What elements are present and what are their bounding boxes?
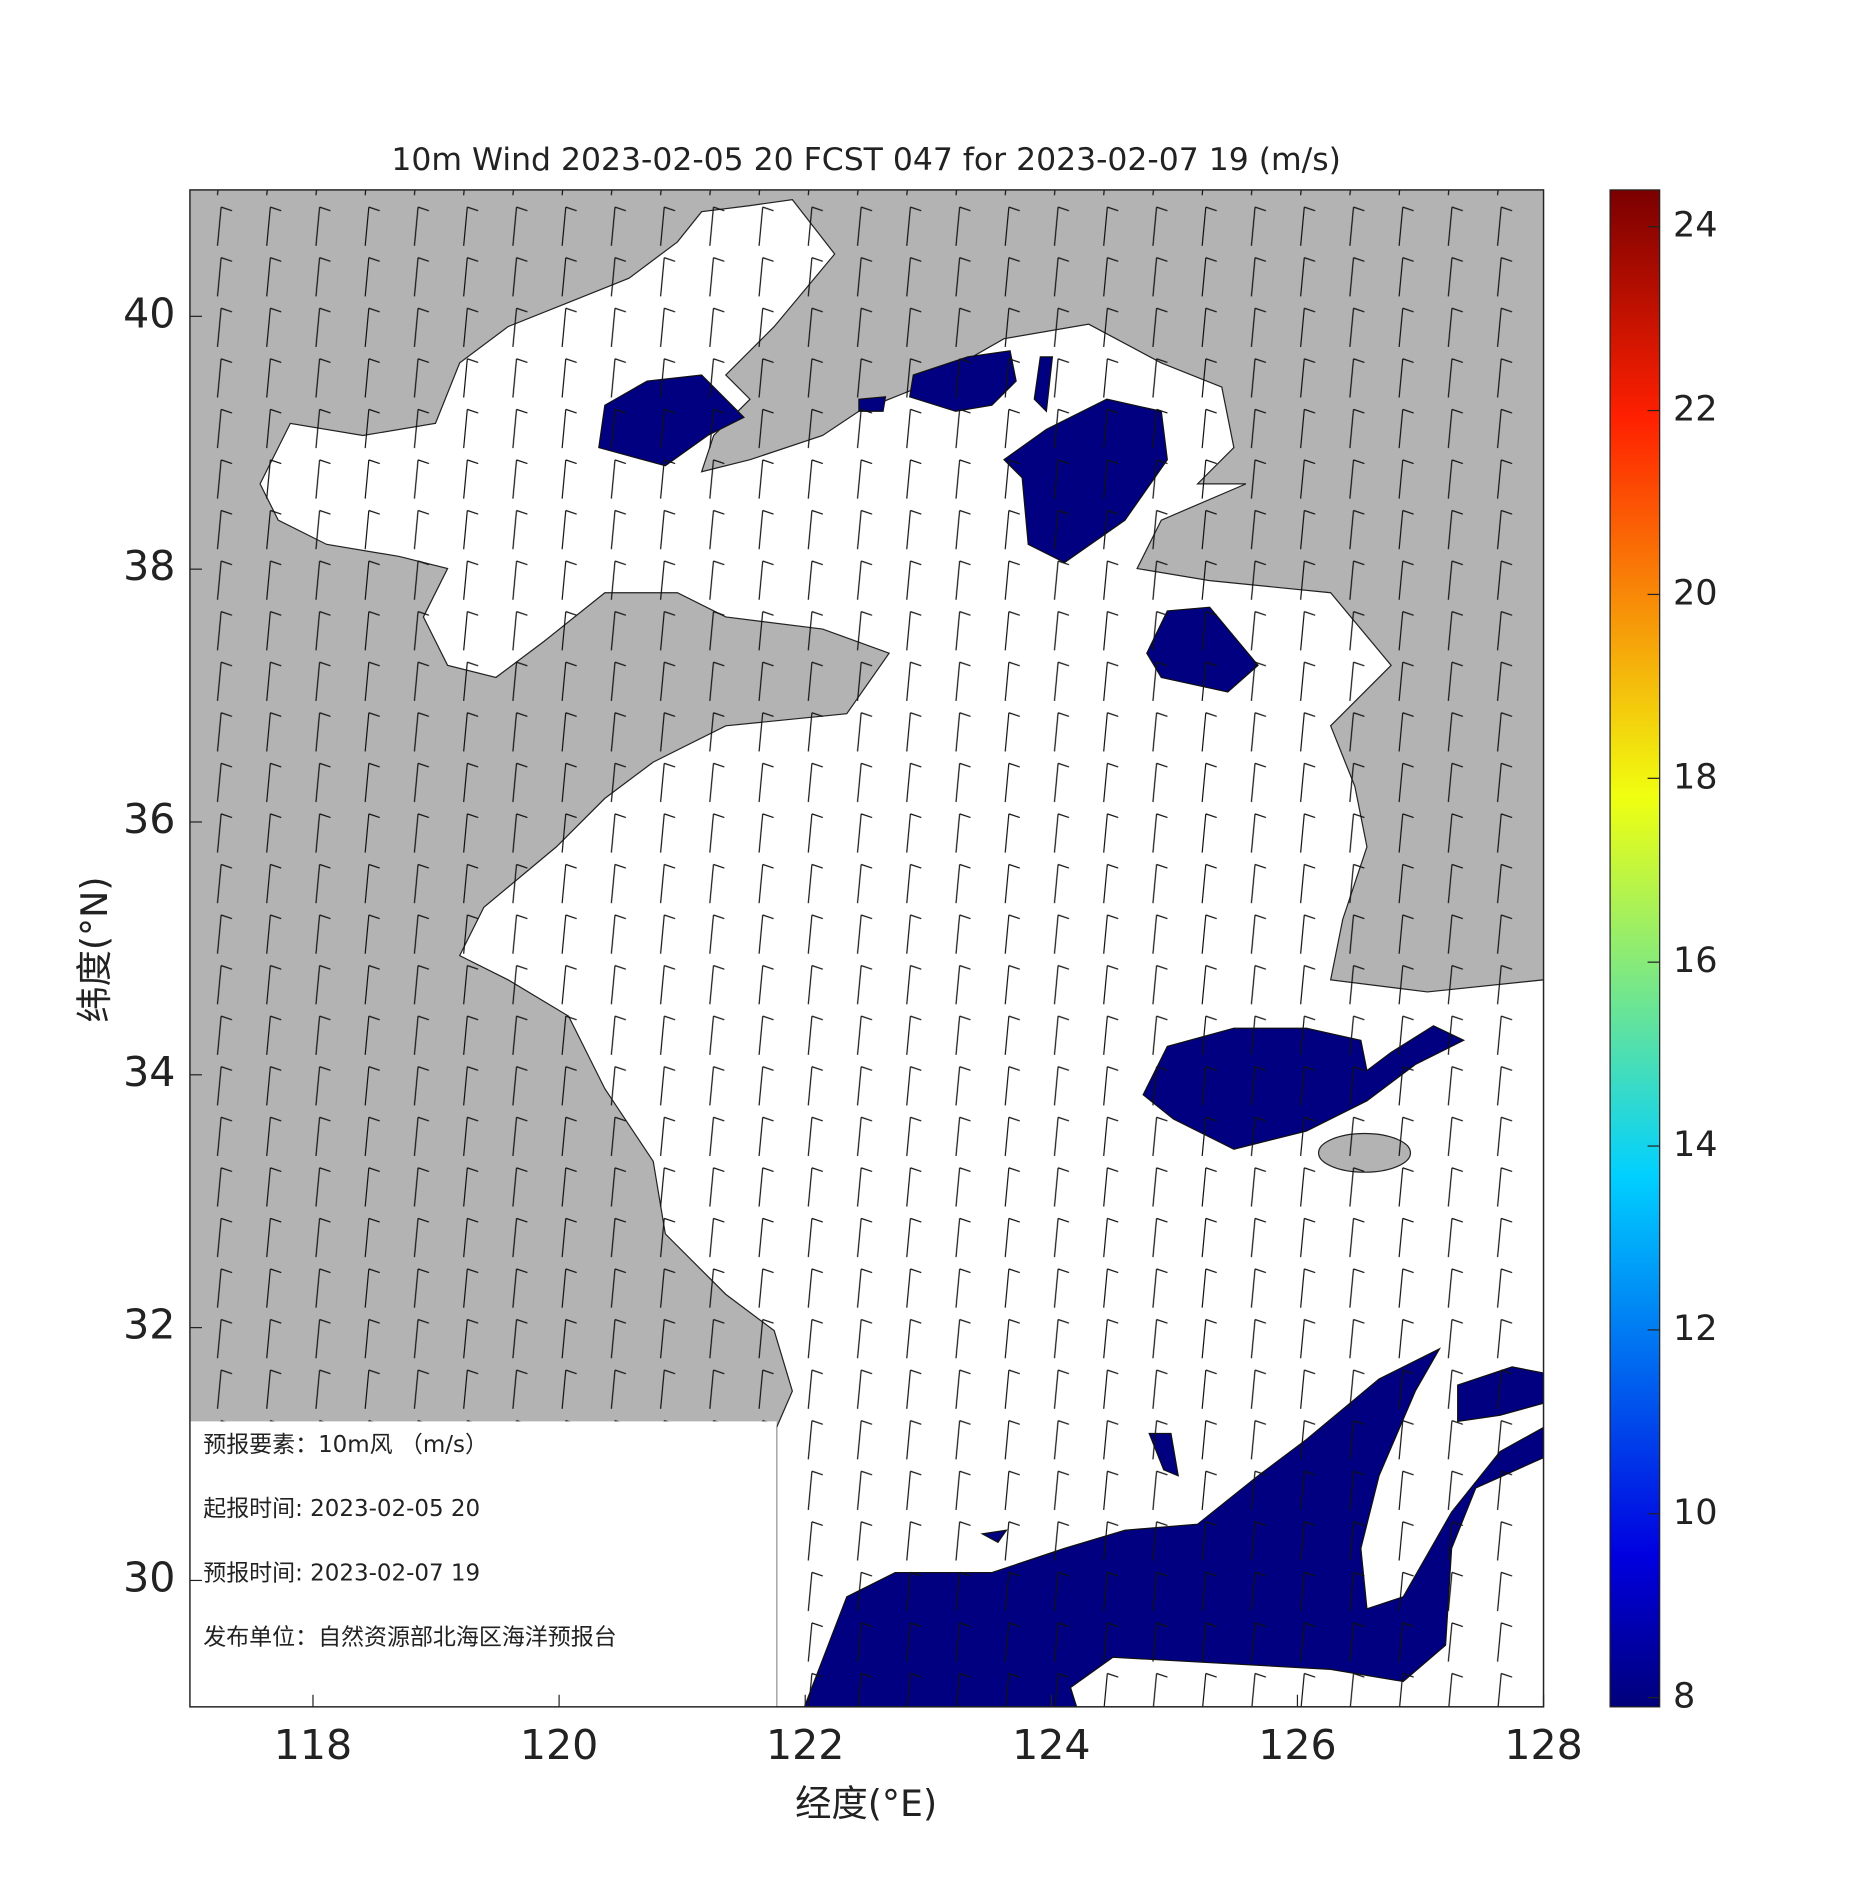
colorbar-tick-label: 12 — [1673, 1308, 1718, 1349]
colorbar-tick-label: 8 — [1673, 1676, 1695, 1717]
chart-title: 10m Wind 2023-02-05 20 FCST 047 for 2023… — [391, 142, 1341, 178]
axes: 118 120 122 124 126 128 30 32 34 36 38 40 8 10 12 14 16 1… — [123, 205, 1718, 1769]
x-tick-label: 120 — [520, 1721, 598, 1769]
info-line: 发布单位：自然资源部北海区海洋预报台 — [203, 1624, 616, 1650]
info-line: 预报时间: 2023-02-07 19 — [203, 1560, 480, 1586]
info-line: 起报时间: 2023-02-05 20 — [203, 1496, 480, 1522]
x-tick-label: 122 — [766, 1721, 844, 1769]
y-tick-label: 40 — [123, 289, 175, 337]
colorbar — [1609, 189, 1661, 1708]
y-tick-label: 34 — [123, 1048, 175, 1096]
x-tick-label: 124 — [1012, 1721, 1090, 1769]
colorbar-tick-label: 10 — [1673, 1492, 1718, 1533]
colorbar-tick-label: 18 — [1673, 756, 1718, 797]
x-tick-label: 128 — [1504, 1721, 1582, 1769]
y-axis-label: 纬度(°N) — [73, 877, 116, 1023]
info-line: 预报要素：10m风 （m/s） — [203, 1432, 488, 1458]
map — [189, 189, 1544, 1707]
x-axis-label: 经度(°E) — [795, 1782, 937, 1825]
colorbar-tick-label: 16 — [1673, 940, 1718, 981]
y-tick-label: 32 — [123, 1301, 175, 1349]
colorbar-tick-label: 14 — [1673, 1124, 1718, 1165]
x-tick-label: 126 — [1258, 1721, 1336, 1769]
y-tick-label: 36 — [123, 795, 175, 843]
y-tick-label: 30 — [123, 1553, 175, 1601]
colorbar-tick-label: 22 — [1673, 389, 1718, 430]
y-tick-label: 38 — [123, 542, 175, 590]
plot-frame — [189, 189, 1545, 1708]
x-tick-label: 118 — [274, 1721, 352, 1769]
info-box — [189, 1421, 777, 1707]
colorbar-tick-label: 24 — [1673, 205, 1718, 246]
colorbar-tick-label: 20 — [1673, 572, 1718, 613]
